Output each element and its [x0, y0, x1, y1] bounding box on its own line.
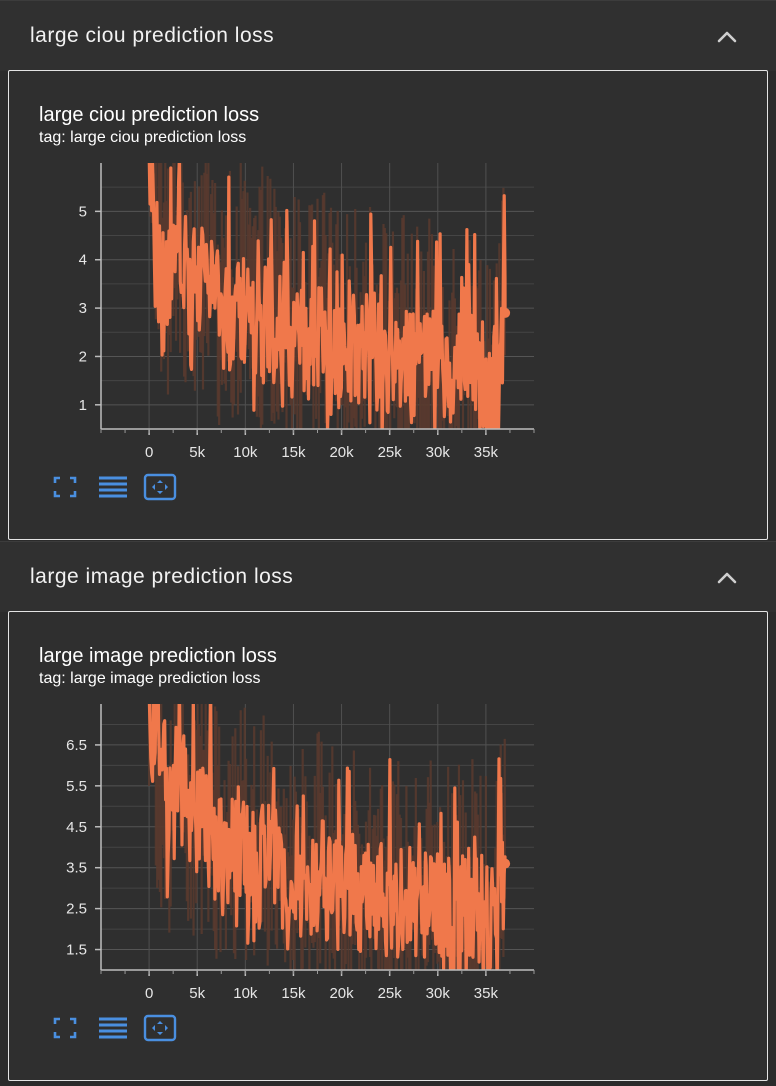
- section-header[interactable]: large image prediction loss: [0, 541, 776, 612]
- lines-icon[interactable]: [96, 473, 130, 501]
- y-tick-label: 4: [79, 252, 87, 269]
- x-tick-label: 0: [145, 444, 153, 461]
- x-tick-label: 5k: [189, 985, 205, 1002]
- series-group: [147, 163, 507, 429]
- x-tick-label: 15k: [281, 985, 306, 1002]
- section-header[interactable]: large ciou prediction loss: [0, 0, 776, 71]
- x-tick-label: 20k: [329, 985, 354, 1002]
- series-line: [147, 704, 507, 970]
- chart-tag: tag: large image prediction loss: [39, 670, 261, 687]
- x-tick-label: 5k: [189, 444, 205, 461]
- x-tick-label: 10k: [233, 444, 258, 461]
- section-title: large ciou prediction loss: [30, 24, 275, 47]
- chart-title: large ciou prediction loss: [39, 104, 260, 126]
- x-tick-label: 20k: [329, 444, 354, 461]
- fullscreen-icon[interactable]: [48, 1014, 82, 1042]
- line-chart[interactable]: 0 5k 10k 15k 20k 25k 30k 35k 1.5 2.5 3.5 4.5 5.5 6.5: [9, 612, 769, 1082]
- section-title: large image prediction loss: [30, 565, 294, 588]
- line-chart[interactable]: 0 5k 10k 15k 20k 25k 30k 35k 1 2 3 4 5: [9, 71, 769, 541]
- series-line: [147, 163, 507, 429]
- x-tick-label: 35k: [474, 985, 499, 1002]
- chevron-up-icon[interactable]: [712, 562, 742, 592]
- lines-icon[interactable]: [96, 1014, 130, 1042]
- y-tick-label: 3.5: [66, 860, 87, 877]
- chart-title: large image prediction loss: [39, 645, 277, 667]
- y-tick-label: 4.5: [66, 819, 87, 836]
- chart-card: large ciou prediction loss tag: large ci…: [8, 70, 768, 540]
- y-tick-label: 2.5: [66, 901, 87, 918]
- y-tick-label: 5: [79, 203, 87, 220]
- x-tick-label: 0: [145, 985, 153, 1002]
- series-group: [147, 704, 507, 970]
- series-end-point: [500, 858, 511, 869]
- y-tick-label: 5.5: [66, 778, 87, 795]
- y-tick-label: 2: [79, 348, 87, 365]
- x-tick-label: 35k: [474, 444, 499, 461]
- x-tick-label: 30k: [426, 444, 451, 461]
- fit-domain-icon[interactable]: [143, 1014, 177, 1042]
- y-tick-label: 6.5: [66, 737, 87, 754]
- x-tick-label: 25k: [378, 985, 403, 1002]
- x-tick-label: 25k: [378, 444, 403, 461]
- y-tick-label: 1.5: [66, 942, 87, 959]
- fit-domain-icon[interactable]: [143, 473, 177, 501]
- fullscreen-icon[interactable]: [48, 473, 82, 501]
- chevron-up-icon[interactable]: [712, 21, 742, 51]
- series-end-point: [500, 307, 511, 318]
- x-tick-label: 10k: [233, 985, 258, 1002]
- y-tick-label: 1: [79, 397, 87, 414]
- chart-card: large image prediction loss tag: large i…: [8, 611, 768, 1081]
- x-tick-label: 30k: [426, 985, 451, 1002]
- y-tick-label: 3: [79, 300, 87, 317]
- x-tick-label: 15k: [281, 444, 306, 461]
- chart-tag: tag: large ciou prediction loss: [39, 129, 247, 146]
